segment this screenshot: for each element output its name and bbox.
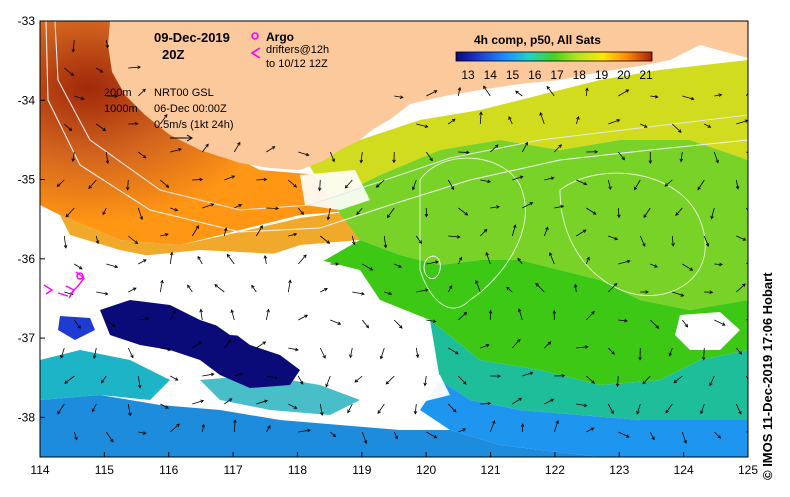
- map-date: 09-Dec-2019: [154, 30, 230, 45]
- colorbar-tick-label: 20: [617, 68, 631, 82]
- colorbar-title: 4h comp, p50, All Sats: [474, 33, 601, 47]
- map-plot-area: [40, 21, 758, 457]
- x-tick-label: 117: [224, 463, 243, 477]
- y-tick-label: -34: [18, 93, 36, 107]
- velocity-vector-head: [749, 213, 752, 216]
- y-tick-label: -37: [18, 331, 36, 345]
- colorbar-tick-label: 19: [595, 68, 609, 82]
- depth-1000-label: 1000m: [104, 103, 138, 115]
- drifter-legend-label-2: to 10/12 12Z: [266, 58, 328, 70]
- colorbar-tick-label: 21: [639, 68, 653, 82]
- colorbar-tick-label: 15: [506, 68, 520, 82]
- colorbar-tick-label: 17: [550, 68, 564, 82]
- x-tick-label: 123: [609, 463, 629, 477]
- x-tick-label: 124: [674, 463, 694, 477]
- y-tick-label: -35: [18, 173, 36, 187]
- velocity-vector-head: [748, 383, 751, 386]
- velocity-vector-head: [752, 256, 755, 259]
- velocity-vector-head: [750, 86, 753, 89]
- depth-200-label: 200m: [104, 87, 132, 99]
- y-tick-label: -38: [18, 410, 36, 424]
- x-tick-label: 119: [352, 463, 371, 477]
- velocity-vector: [458, 152, 469, 153]
- map-time: 20Z: [162, 47, 184, 62]
- colorbar: [456, 52, 652, 61]
- velocity-vector-head: [752, 153, 755, 156]
- x-tick-label: 120: [416, 463, 436, 477]
- y-tick-label: -36: [18, 252, 36, 266]
- velocity-vector-head: [751, 316, 754, 319]
- x-tick-label: 125: [738, 463, 758, 477]
- colorbar-ticks: 13 14 15 16 17 18 19 20 21: [461, 68, 653, 82]
- drifter-legend-label-1: drifters@12h: [266, 44, 329, 56]
- x-tick-label: 122: [545, 463, 565, 477]
- velocity-scale-label: 0.5m/s (1kt 24h): [154, 119, 233, 131]
- x-tick-label: 121: [481, 463, 501, 477]
- x-tick-label: 115: [95, 463, 114, 477]
- colorbar-tick-label: 16: [528, 68, 542, 82]
- argo-legend-label: Argo: [266, 30, 294, 44]
- y-tick-label: -33: [18, 14, 36, 28]
- product-label: NRT00 GSL: [154, 87, 214, 99]
- x-tick-label: 118: [288, 463, 307, 477]
- colorbar-tick-label: 13: [461, 68, 475, 82]
- colorbar-tick-label: 14: [484, 68, 498, 82]
- colorbar-tick-label: 18: [573, 68, 587, 82]
- x-tick-label: 116: [159, 463, 178, 477]
- velocity-vector-head: [755, 430, 758, 433]
- product-date-label: 06-Dec 00:00Z: [154, 103, 227, 115]
- copyright-notice: © IMOS 11-Dec-2019 17:06 Hobart: [760, 272, 775, 480]
- x-tick-label: 114: [30, 463, 49, 477]
